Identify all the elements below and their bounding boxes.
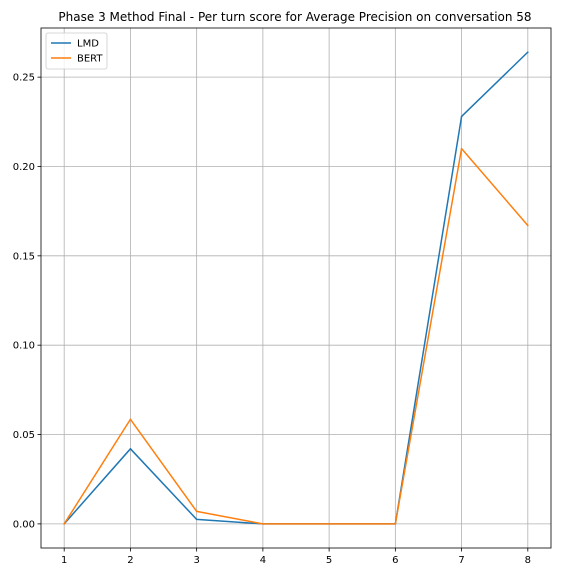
data-point-bert — [460, 147, 463, 150]
x-axis: 1 2 3 4 5 6 7 8 — [61, 548, 531, 566]
series-line-bert — [63, 147, 529, 525]
data-point-bert — [129, 418, 132, 421]
x-tick-label: 3 — [193, 555, 199, 566]
x-tick-label: 4 — [260, 555, 266, 566]
y-tick-label: 0.00 — [13, 519, 35, 530]
data-point-bert — [394, 523, 397, 525]
data-point-bert — [195, 510, 198, 513]
x-tick-label: 7 — [458, 555, 464, 566]
legend: LMD BERT — [45, 32, 108, 70]
data-point-bert — [63, 523, 65, 525]
x-tick-label: 6 — [392, 555, 398, 566]
data-point-lmd — [195, 518, 198, 521]
x-tick-label: 5 — [326, 555, 332, 566]
series-line-lmd — [63, 51, 529, 525]
legend-box — [45, 32, 108, 70]
y-tick-label: 0.15 — [13, 251, 35, 262]
y-tick-label: 0.10 — [13, 341, 35, 352]
data-point-bert — [527, 224, 529, 227]
data-point-lmd — [527, 51, 529, 53]
grid — [41, 28, 551, 548]
data-point-lmd — [129, 448, 132, 450]
data-point-lmd — [460, 115, 463, 118]
x-tick-label: 1 — [61, 555, 67, 566]
data-point-bert — [262, 523, 264, 525]
y-tick-label: 0.20 — [13, 162, 35, 173]
plot-frame — [40, 27, 552, 549]
chart-title: Phase 3 Method Final - Per turn score fo… — [58, 10, 531, 24]
y-tick-label: 0.05 — [13, 430, 35, 441]
legend-label-bert: BERT — [77, 54, 103, 65]
y-axis: 0.00 0.05 0.10 0.15 0.20 0.25 — [13, 73, 41, 530]
x-tick-label: 2 — [127, 555, 133, 566]
data-point-bert — [328, 523, 330, 525]
legend-label-lmd: LMD — [77, 39, 99, 50]
series-layer — [63, 51, 529, 525]
y-tick-label: 0.25 — [13, 73, 35, 84]
x-tick-label: 8 — [525, 555, 531, 566]
